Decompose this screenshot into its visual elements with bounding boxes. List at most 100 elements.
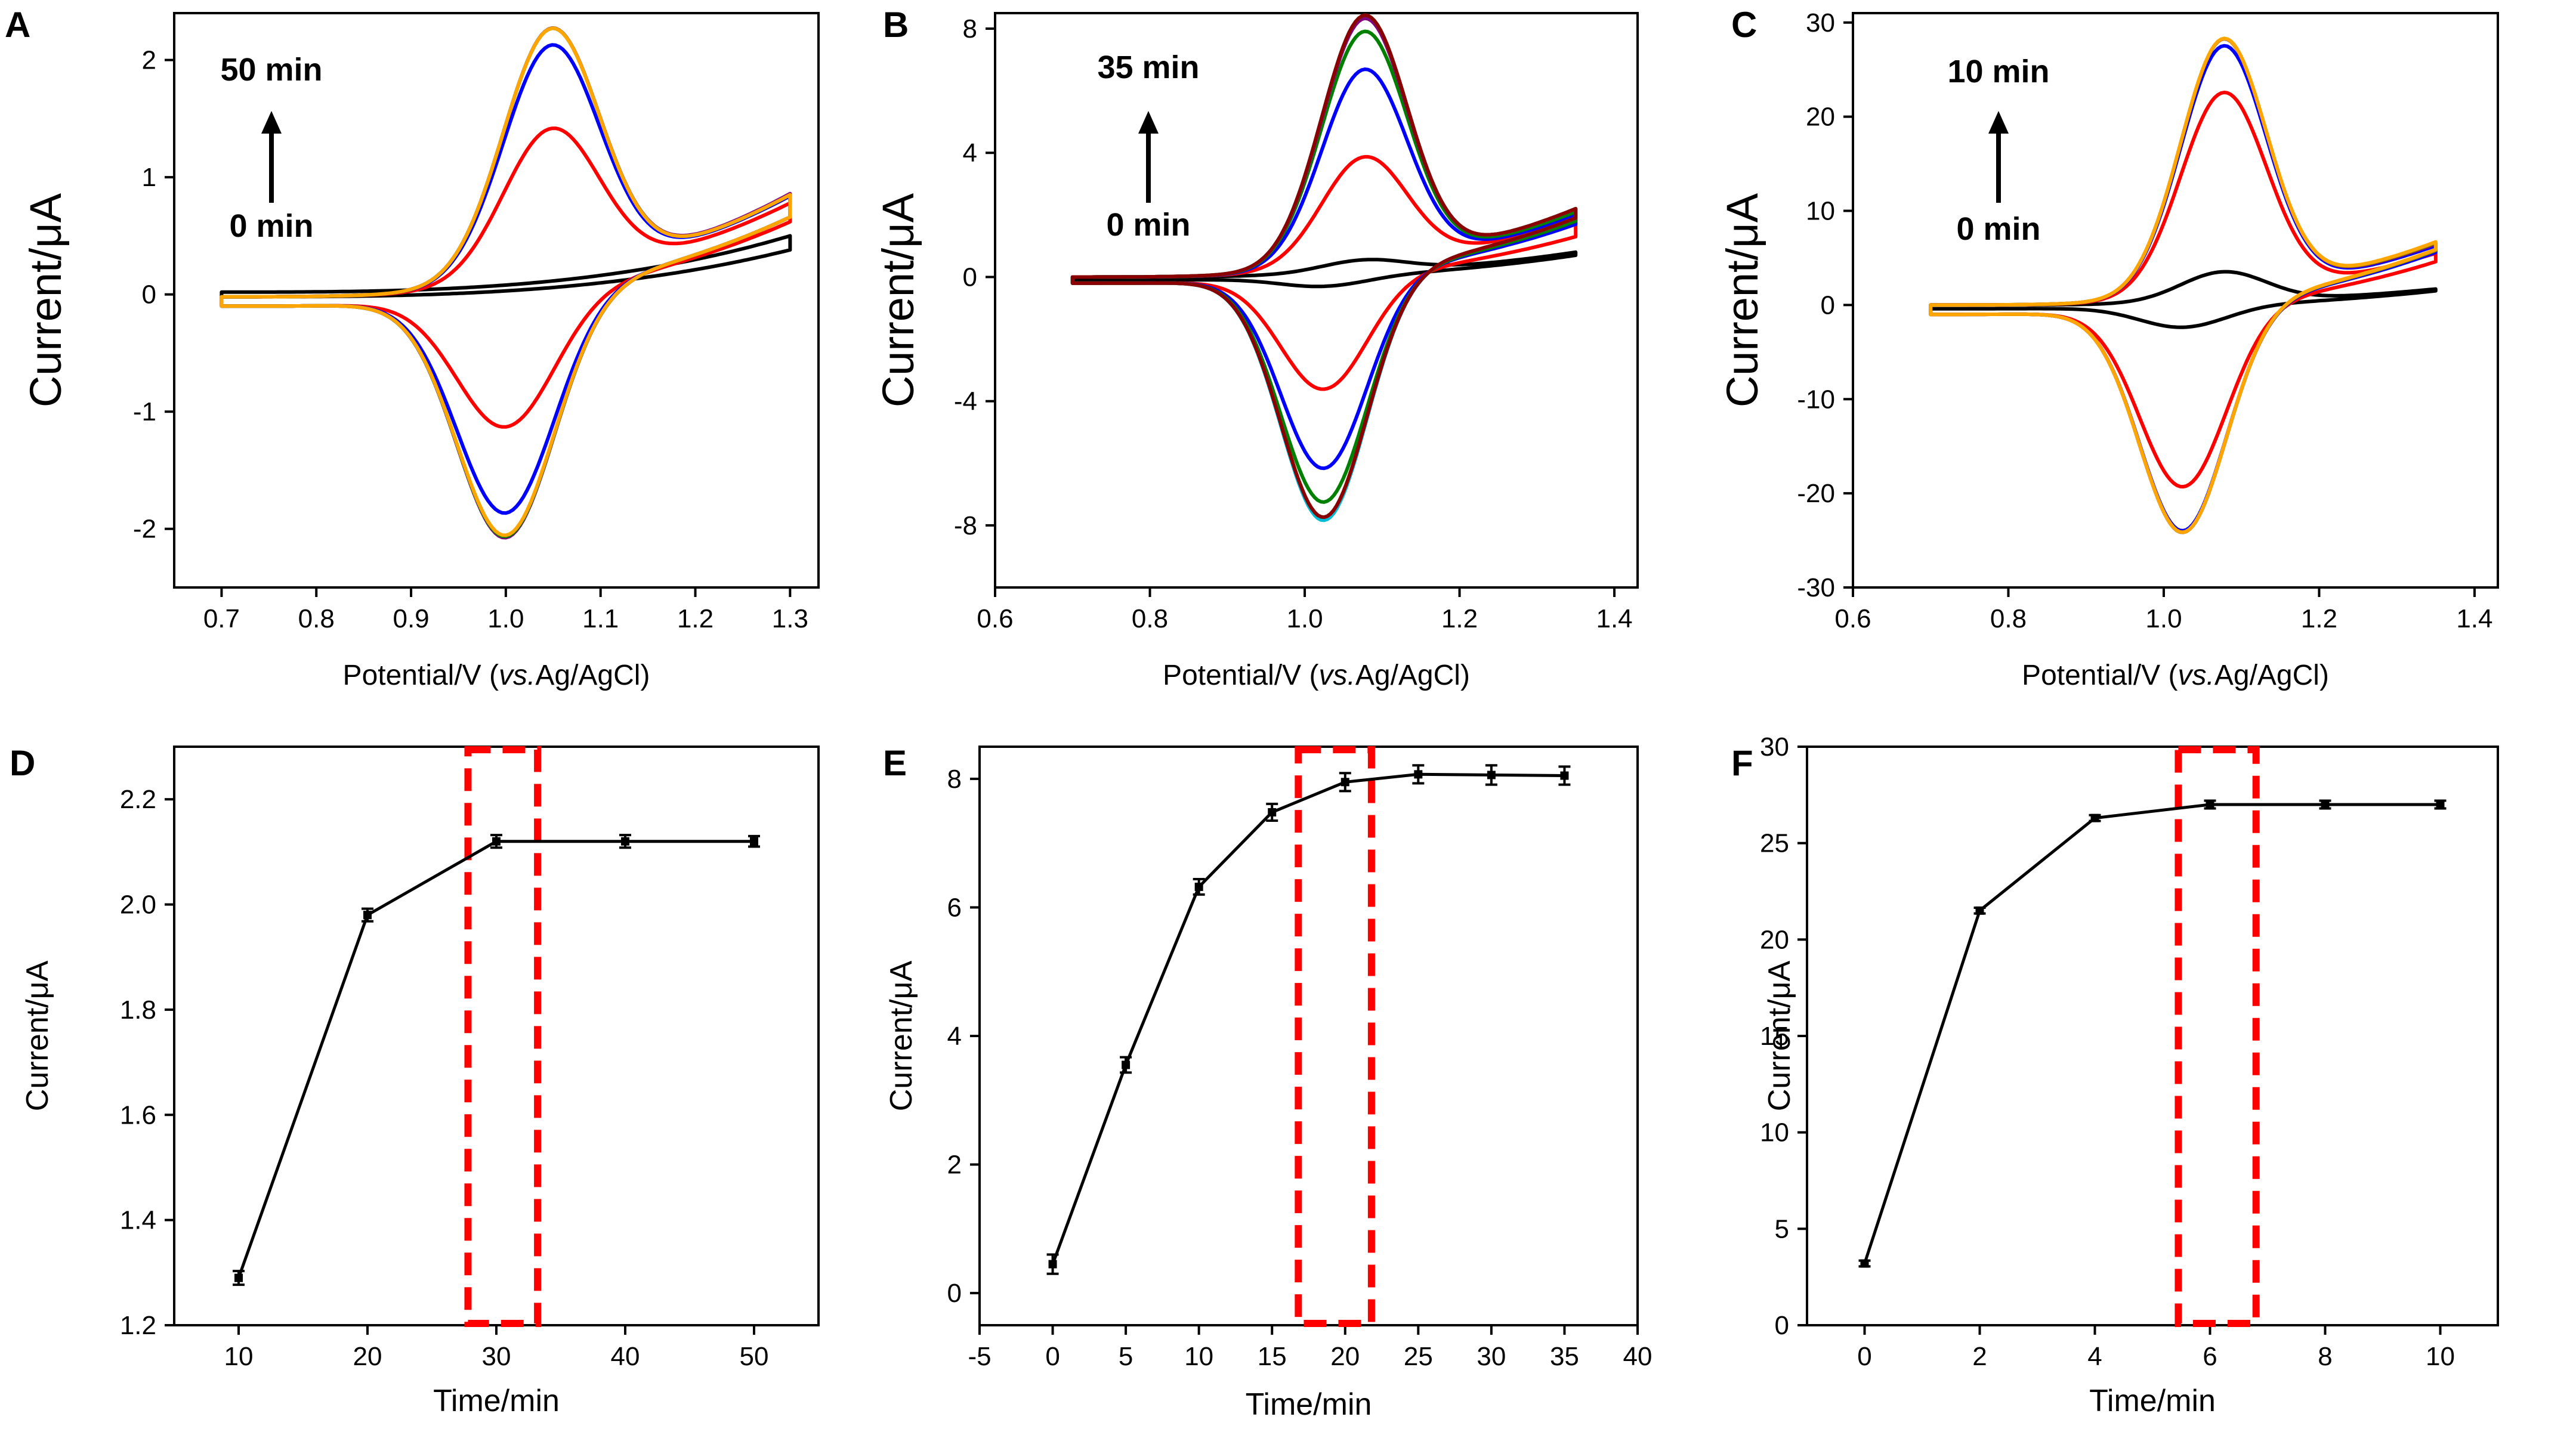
x-tick-label: 40 — [1623, 1342, 1653, 1371]
data-point — [1414, 770, 1423, 779]
x-tick-label: 20 — [353, 1342, 382, 1371]
x-tick-label: 2 — [1972, 1342, 1987, 1371]
y-tick-label: 1.6 — [120, 1100, 156, 1130]
x-axis-label: Potential/V (vs.Ag/AgCl) — [1163, 660, 1470, 691]
arrow-head-icon — [261, 111, 282, 134]
y-tick-label: 8 — [963, 14, 977, 44]
cv-curve-50-min — [220, 26, 792, 537]
y-axis-label: Current/μA — [21, 193, 70, 407]
y-tick-label: -20 — [1797, 479, 1835, 508]
panel-d: 10 20 30 40 50 1.2 1.4 1.6 1.8 2.0 2.2 D Current/μA T… — [10, 743, 820, 1418]
panel-letter: B — [883, 5, 909, 45]
x-axis-label-part: Ag/AgCl) — [2214, 660, 2329, 691]
x-tick-label: 0.7 — [203, 604, 240, 633]
y-tick-label: 25 — [1760, 829, 1789, 858]
y-tick-label: 0 — [1821, 290, 1835, 320]
x-tick-label: 0.8 — [1990, 604, 2027, 633]
x-axis-label: Potential/V (vs.Ag/AgCl) — [2022, 660, 2329, 691]
x-axis-label-part: Potential/V ( — [343, 660, 499, 691]
y-tick-label: 20 — [1806, 103, 1835, 132]
annotation-initial-time: 0 min — [1106, 207, 1190, 243]
x-tick-label: 30 — [1477, 1342, 1506, 1371]
data-point — [2206, 800, 2214, 809]
panel-letter: E — [883, 743, 907, 783]
x-axis-label-part: Potential/V ( — [2022, 660, 2177, 691]
x-tick-label: 20 — [1330, 1342, 1360, 1371]
y-tick-label: 8 — [947, 765, 962, 794]
y-tick-label: -10 — [1797, 385, 1835, 414]
panel-c: 0.6 0.8 1.0 1.2 1.4 -30 -20 -10 0 10 20 30 10 min 0 m… — [1718, 5, 2499, 691]
y-axis-label: Current/μA — [884, 960, 919, 1111]
data-point — [363, 911, 372, 920]
y-tick-label: 0 — [963, 262, 977, 292]
x-tick-label: 10 — [1184, 1342, 1213, 1371]
y-tick-label: 10 — [1760, 1118, 1789, 1147]
x-tick-label: 15 — [1258, 1342, 1287, 1371]
x-tick-label: 0.6 — [1834, 604, 1871, 633]
plot-frame — [1852, 12, 2499, 589]
x-tick-label: 50 — [740, 1342, 769, 1371]
x-tick-label: 1.3 — [772, 604, 808, 633]
data-point — [621, 837, 629, 846]
y-tick-label: 5 — [1775, 1214, 1789, 1244]
x-tick-label: 10 — [224, 1342, 254, 1371]
plot-frame — [173, 12, 820, 589]
x-tick-label: 1.0 — [1286, 604, 1323, 633]
cv-curve-0-min — [1929, 270, 2438, 329]
y-tick-label: 30 — [1760, 732, 1789, 762]
annotation-final-time: 50 min — [220, 52, 322, 88]
panel-letter: C — [1731, 5, 1757, 45]
annotation-final-time: 10 min — [1947, 54, 2049, 89]
y-axis-label: Current/μA — [873, 193, 923, 407]
panel-a: 0.7 0.8 0.9 1.0 1.1 1.2 1.3 -2 -1 0 1 2 50 min 0 min A… — [5, 5, 820, 691]
y-tick-label: 2 — [142, 46, 156, 75]
cv-curve-0-min — [1070, 250, 1578, 289]
panel-letter: A — [5, 5, 30, 45]
x-axis-label: Time/min — [2089, 1384, 2216, 1418]
y-tick-label: 0 — [1775, 1311, 1789, 1340]
annotation-initial-time: 0 min — [1956, 211, 2040, 247]
x-tick-label: 1.1 — [582, 604, 619, 633]
x-tick-label: 1.2 — [677, 604, 714, 633]
panel-f: 0 2 4 6 8 10 0 5 10 15 20 25 30F Current/μA Time/min — [1731, 732, 2499, 1418]
x-axis-label-part: Potential/V ( — [1163, 660, 1318, 691]
y-tick-label: -8 — [954, 511, 977, 540]
data-point — [1860, 1259, 1869, 1268]
y-tick-label: 2 — [947, 1150, 962, 1180]
arrow-head-icon — [1138, 111, 1159, 134]
data-point — [2321, 800, 2330, 809]
x-axis-label: Time/min — [1246, 1387, 1372, 1422]
y-tick-label: -4 — [954, 387, 977, 416]
highlight-dashed-box — [2175, 746, 2260, 1327]
data-point — [2090, 814, 2099, 822]
x-axis-label-part: vs. — [499, 660, 535, 691]
y-tick-label: 4 — [947, 1022, 962, 1051]
x-tick-label: 25 — [1404, 1342, 1433, 1371]
panel-letter: D — [10, 743, 35, 783]
annotation-initial-time: 0 min — [229, 208, 313, 244]
x-tick-label: 0.6 — [977, 604, 1013, 633]
y-tick-label: 1 — [142, 163, 156, 192]
data-point — [2436, 800, 2445, 809]
x-tick-label: 8 — [2318, 1342, 2332, 1371]
x-axis-label-part: Ag/AgCl) — [535, 660, 650, 691]
y-tick-label: -2 — [133, 515, 156, 544]
y-axis-label: Current/μA — [1762, 960, 1797, 1111]
y-tick-label: -30 — [1797, 573, 1835, 602]
x-axis-label-part: vs. — [2178, 660, 2214, 691]
y-tick-label: 15 — [1760, 1022, 1789, 1051]
panel-e: -5 0 5 10 15 20 25 30 35 40 0 2 4 6 8 E Current/μA Time/m… — [883, 743, 1652, 1422]
y-tick-label: 30 — [1806, 8, 1835, 38]
x-tick-label: 5 — [1119, 1342, 1133, 1371]
x-tick-label: 40 — [611, 1342, 640, 1371]
x-axis-label: Potential/V (vs.Ag/AgCl) — [343, 660, 650, 691]
x-tick-label: -5 — [968, 1342, 991, 1371]
data-point — [1487, 771, 1496, 780]
y-tick-label: 1.2 — [120, 1311, 156, 1340]
x-tick-label: 1.2 — [1441, 604, 1478, 633]
x-tick-label: 0.8 — [298, 604, 335, 633]
annotation-final-time: 35 min — [1097, 50, 1199, 85]
x-tick-label: 1.4 — [1596, 604, 1632, 633]
